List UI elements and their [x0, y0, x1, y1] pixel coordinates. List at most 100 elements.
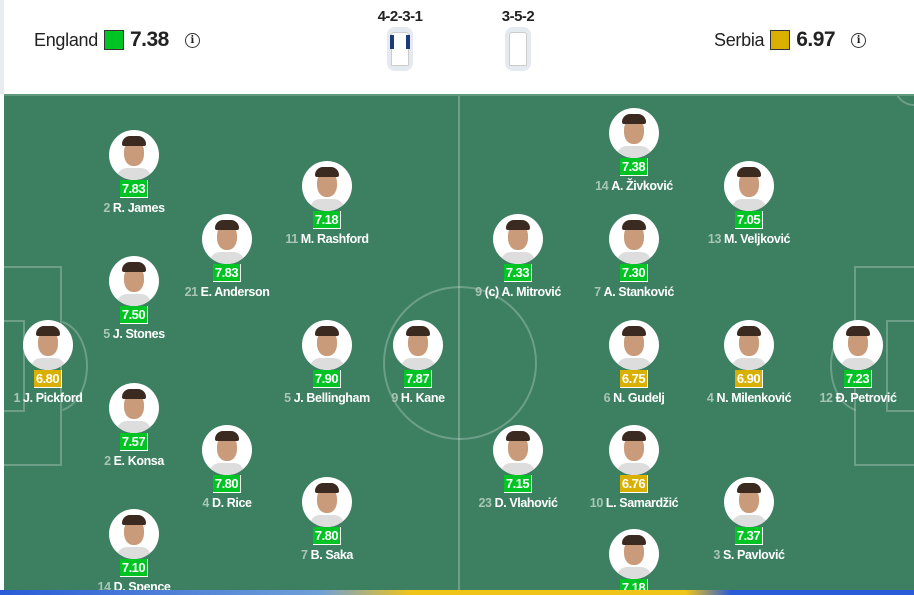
away-team-rating: 6.97 — [796, 28, 836, 51]
player-photo — [724, 320, 774, 370]
player-name-line: 9 H. Kane — [353, 391, 483, 405]
player-name-line: 5 J. Stones — [69, 327, 199, 341]
player-rating: 7.18 — [312, 211, 342, 229]
shirt — [841, 358, 875, 370]
player[interactable]: 7.33 9 (c) A. Mitrović — [453, 214, 583, 299]
shirt-icon — [390, 32, 410, 66]
player[interactable]: 7.87 9 H. Kane — [353, 320, 483, 405]
player-number: 14 — [97, 580, 112, 590]
player[interactable]: 7.38 14 A. Živković — [569, 108, 699, 193]
face — [739, 487, 759, 513]
player-name: (c) A. Mitrović — [484, 285, 562, 299]
player-name: N. Gudelj — [613, 391, 665, 405]
home-team-summary: England 7.38 i — [34, 28, 200, 52]
player[interactable]: 6.90 4 N. Milenković — [684, 320, 814, 405]
player-name: Đ. Petrović — [835, 391, 897, 405]
home-shirt-button[interactable] — [387, 27, 413, 71]
shirt — [117, 294, 151, 306]
player-number: 3 — [713, 548, 720, 562]
player[interactable]: 7.83 21 E. Anderson — [162, 214, 292, 299]
face — [217, 435, 237, 461]
player-rating: 7.38 — [619, 158, 649, 176]
player[interactable]: 7.05 13 M. Veljković — [684, 161, 814, 246]
info-icon[interactable]: i — [851, 32, 867, 48]
player-number: 12 — [819, 391, 833, 405]
player-name: J. Stones — [112, 327, 165, 341]
player-name: M. Veljković — [724, 232, 791, 246]
shirt — [501, 463, 535, 475]
player-name: A. Stanković — [603, 285, 675, 299]
player[interactable]: 7.18 — [569, 529, 699, 590]
hair — [737, 326, 761, 336]
face — [317, 487, 337, 513]
face — [624, 539, 644, 565]
player-rating: 7.57 — [119, 433, 149, 451]
player-photo — [833, 320, 883, 370]
hair — [315, 483, 339, 493]
player-photo — [302, 161, 352, 211]
player-photo — [724, 161, 774, 211]
player-name: J. Bellingham — [293, 391, 370, 405]
hair — [622, 114, 646, 124]
player-name-line: 2 R. James — [69, 201, 199, 215]
player[interactable]: 7.30 7 A. Stanković — [569, 214, 699, 299]
player-rating: 6.75 — [619, 370, 649, 388]
shirt — [117, 421, 151, 433]
player[interactable]: 7.15 23 D. Vlahović — [453, 425, 583, 510]
player-number: 7 — [594, 285, 601, 299]
shirt — [732, 199, 766, 211]
away-formation: 3-5-2 — [493, 8, 543, 71]
player[interactable]: 6.80 1 J. Pickford — [4, 320, 113, 405]
player[interactable]: 7.80 4 D. Rice — [162, 425, 292, 510]
face — [217, 224, 237, 250]
hair — [122, 515, 146, 525]
shirt — [617, 146, 651, 158]
info-icon[interactable]: i — [184, 32, 200, 48]
player-rating: 6.76 — [619, 475, 649, 493]
player[interactable]: 7.18 11 M. Rashford — [262, 161, 392, 246]
hair — [406, 326, 430, 336]
player[interactable]: 7.80 7 B. Saka — [262, 477, 392, 562]
player-rating: 7.83 — [212, 264, 242, 282]
player[interactable]: 7.23 12 Đ. Petrović — [793, 320, 914, 405]
hair — [506, 431, 530, 441]
shirt — [117, 168, 151, 180]
player[interactable]: 6.76 10 L. Samardžić — [569, 425, 699, 510]
player-name-line: 2 E. Konsa — [69, 454, 199, 468]
player-rating: 7.87 — [403, 370, 433, 388]
player-photo — [609, 529, 659, 579]
player-number: 4 — [706, 391, 714, 405]
lineup-header: England 7.38 i 4-2-3-1 3-5-2 Serbia 6.97… — [0, 0, 914, 94]
player[interactable]: 7.83 2 R. James — [69, 130, 199, 215]
player[interactable]: 7.10 14 D. Spence — [69, 509, 199, 590]
player-name: N. Milenković — [716, 391, 792, 405]
player-name-line: 14 A. Živković — [569, 179, 699, 193]
face — [317, 171, 337, 197]
player-name-line: 1 J. Pickford — [4, 391, 113, 405]
player-name: S. Pavlović — [722, 548, 785, 562]
player[interactable]: 7.37 3 S. Pavlović — [684, 477, 814, 562]
player[interactable]: 7.90 5 J. Bellingham — [262, 320, 392, 405]
away-team-name: Serbia — [714, 29, 765, 50]
player[interactable]: 7.50 5 J. Stones — [69, 256, 199, 341]
player-name: A. Živković — [611, 179, 673, 193]
bottom-accent-bar — [0, 590, 914, 595]
away-shirt-button[interactable] — [505, 27, 531, 71]
player[interactable]: 7.57 2 E. Konsa — [69, 383, 199, 468]
hair — [36, 326, 60, 336]
player-name: L. Samardžić — [605, 496, 679, 510]
player-photo — [609, 214, 659, 264]
player-name-line: 10 L. Samardžić — [569, 496, 699, 510]
player[interactable]: 6.75 6 N. Gudelj — [569, 320, 699, 405]
away-rating-swatch — [770, 30, 791, 50]
player-rating: 7.37 — [734, 527, 764, 545]
face — [508, 224, 528, 250]
corner-arc — [894, 96, 914, 106]
player-number: 14 — [595, 179, 609, 193]
player-rating: 7.80 — [212, 475, 242, 493]
player-rating: 6.90 — [734, 370, 764, 388]
player-name-line: 14 D. Spence — [69, 580, 199, 590]
hair — [122, 136, 146, 146]
face — [848, 330, 868, 356]
player-rating: 7.18 — [619, 579, 649, 590]
